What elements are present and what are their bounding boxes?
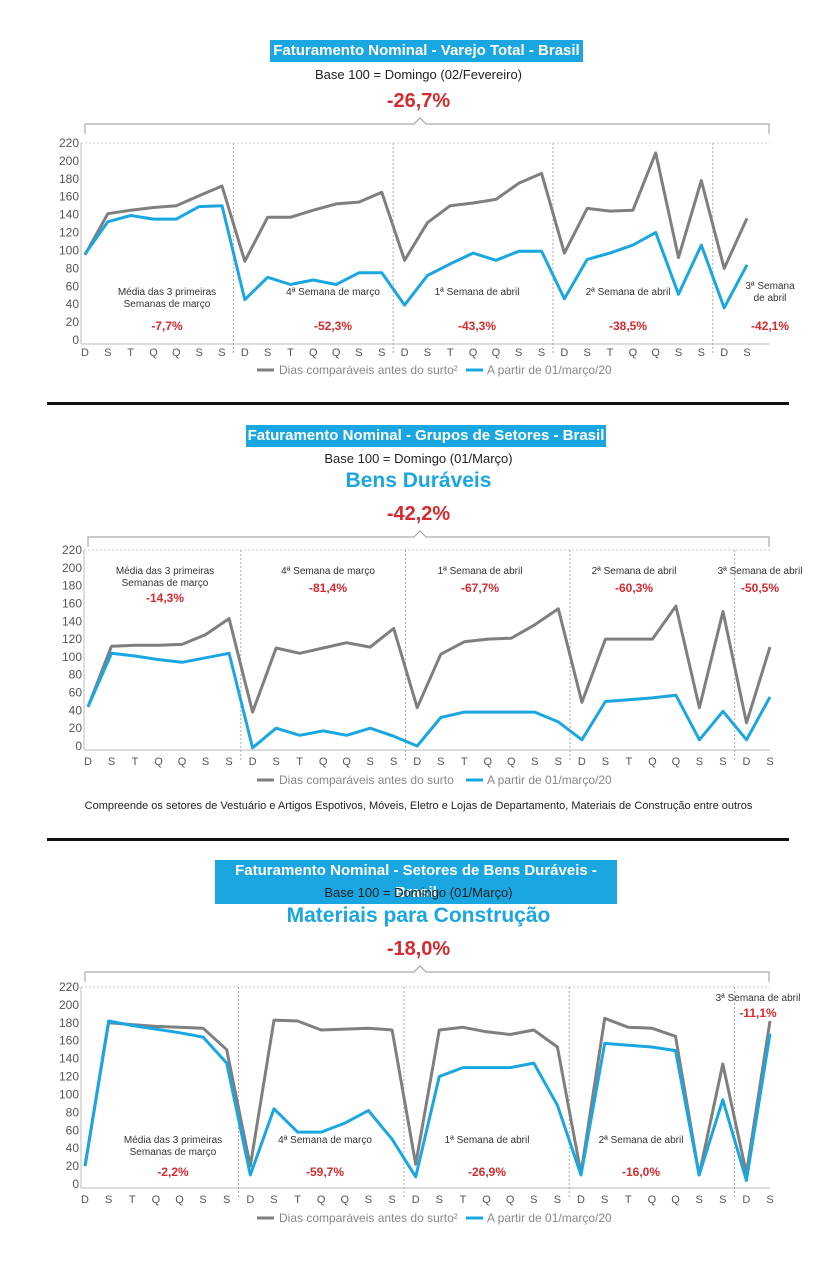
y-tick-label: 140: [59, 208, 79, 222]
x-tick-label: S: [584, 347, 591, 359]
x-tick-label: Q: [629, 347, 638, 359]
chart-2-title: Faturamento Nominal - Grupos de Setores …: [246, 425, 606, 447]
divider-2: [47, 838, 789, 841]
y-tick-label: 100: [59, 243, 79, 257]
x-tick-label: S: [264, 347, 271, 359]
week-label: 2ª Semana de abril: [586, 287, 671, 298]
y-tick-label: 220: [59, 136, 79, 150]
series-line-before: [83, 151, 749, 270]
week-value: -38,5%: [609, 319, 647, 333]
x-tick-label: S: [355, 347, 362, 359]
y-tick-label: 60: [66, 279, 80, 293]
headline-bracket: [84, 117, 770, 134]
x-tick-label: Q: [149, 347, 158, 359]
x-tick-label: Q: [332, 347, 341, 359]
chart-panel-2: Faturamento Nominal - Grupos de Setores …: [84, 425, 753, 812]
x-tick-label: Q: [172, 347, 181, 359]
x-tick-label: D: [241, 347, 249, 359]
x-tick-label: S: [195, 347, 202, 359]
week-value: -7,7%: [151, 319, 183, 333]
chart-3-subtitle: Materiais para Construção: [286, 904, 551, 927]
y-tick-label: 160: [59, 190, 79, 204]
x-tick-label: T: [127, 347, 134, 359]
week-label: de abril: [754, 293, 787, 304]
x-tick-label: S: [675, 347, 682, 359]
week-value: -42,1%: [751, 319, 789, 333]
series-line-after: [83, 204, 749, 310]
x-tick-label: S: [743, 347, 750, 359]
x-tick-label: T: [447, 347, 454, 359]
chart-1-svg: 0 20 40 60 80 100 120 140 160 180 200 220 D S T Q Q S S D S T…: [59, 117, 795, 377]
chart-1-base: Base 100 = Domingo (02/Fevereiro): [314, 67, 523, 82]
x-tick-label: T: [607, 347, 614, 359]
x-tick-label: D: [401, 347, 409, 359]
x-tick-label: Q: [309, 347, 318, 359]
y-tick-label: 120: [59, 226, 79, 240]
legend-label-before: Dias comparáveis antes do surto²: [279, 363, 458, 377]
x-tick-label: D: [720, 347, 728, 359]
y-tick-label: 0: [72, 333, 79, 347]
legend-label-after: A partir de 01/março/20: [487, 363, 612, 377]
y-tick-label: 80: [66, 261, 80, 275]
divider-1: [47, 402, 789, 405]
x-tick-label: S: [378, 347, 385, 359]
x-tick-label: D: [81, 347, 89, 359]
x-tick-label: S: [538, 347, 545, 359]
y-tick-label: 20: [66, 315, 80, 329]
week-label: Semanas de março: [124, 299, 211, 310]
x-tick-label: S: [515, 347, 522, 359]
x-tick-label: Q: [469, 347, 478, 359]
x-tick-label: Q: [492, 347, 501, 359]
y-tick-label: 200: [59, 154, 79, 168]
x-tick-label: S: [698, 347, 705, 359]
x-tick-label: Q: [651, 347, 660, 359]
x-tick-label: D: [560, 347, 568, 359]
chart-1-title: Faturamento Nominal - Varejo Total - Bra…: [270, 40, 583, 62]
y-tick-label: 180: [59, 172, 79, 186]
week-label: 1ª Semana de abril: [435, 287, 520, 298]
x-tick-label: S: [104, 347, 111, 359]
chart-1-headline: -26,7%: [386, 90, 451, 112]
chart-2-base: Base 100 = Domingo (01/Março): [324, 451, 513, 466]
x-tick-label: S: [218, 347, 225, 359]
week-label: 4ª Semana de março: [286, 287, 380, 298]
chart-2-headline: -42,2%: [386, 503, 451, 525]
week-value: -52,3%: [314, 319, 352, 333]
week-value: -43,3%: [458, 319, 496, 333]
chart-3-title: Faturamento Nominal - Setores de Bens Du…: [215, 860, 617, 904]
week-label: Média das 3 primeiras: [118, 287, 216, 298]
chart-2-subtitle: Bens Duráveis: [345, 469, 492, 492]
chart-3-base: Base 100 = Domingo (01/Março): [324, 885, 513, 900]
y-tick-label: 40: [66, 297, 80, 311]
chart-panel-1: Faturamento Nominal - Varejo Total - Bra…: [0, 0, 837, 400]
week-label: 3ª Semana: [745, 281, 795, 292]
chart-3-headline: -18,0%: [386, 938, 451, 960]
x-tick-label: S: [424, 347, 431, 359]
chart-2-note: Compreende os setores de Vestuário e Art…: [84, 800, 753, 812]
x-tick-label: T: [287, 347, 294, 359]
